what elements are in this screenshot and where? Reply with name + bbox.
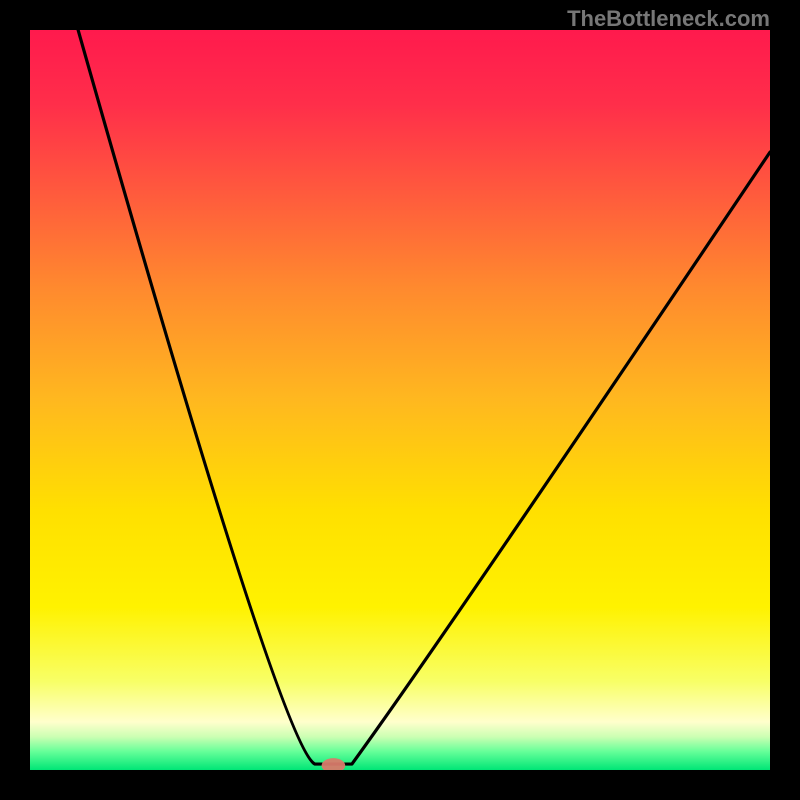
- bottleneck-chart: [30, 30, 770, 770]
- watermark-text: TheBottleneck.com: [567, 6, 770, 32]
- gradient-background: [30, 30, 770, 770]
